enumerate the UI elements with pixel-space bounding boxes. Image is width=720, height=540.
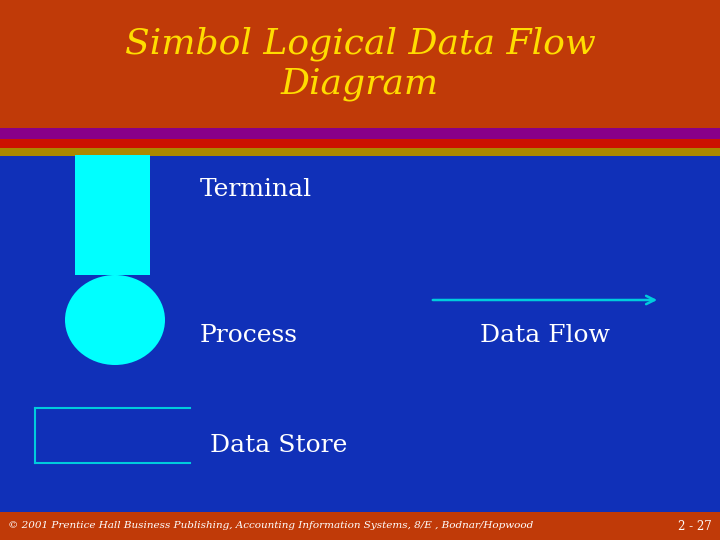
Bar — [0, 0, 720, 128]
Bar — [0, 147, 720, 156]
Text: 2 - 27: 2 - 27 — [678, 519, 712, 532]
Bar — [0, 128, 720, 139]
Ellipse shape — [65, 275, 165, 365]
Bar — [0, 512, 720, 540]
Text: Data Store: Data Store — [210, 434, 347, 456]
Text: Process: Process — [200, 323, 298, 347]
Bar — [0, 139, 720, 147]
Text: Terminal: Terminal — [200, 179, 312, 201]
Text: © 2001 Prentice Hall Business Publishing, Accounting Information Systems, 8/E , : © 2001 Prentice Hall Business Publishing… — [8, 522, 534, 530]
Bar — [75, 155, 150, 275]
Text: Data Flow: Data Flow — [480, 323, 610, 347]
Text: Simbol Logical Data Flow
Diagram: Simbol Logical Data Flow Diagram — [125, 27, 595, 101]
